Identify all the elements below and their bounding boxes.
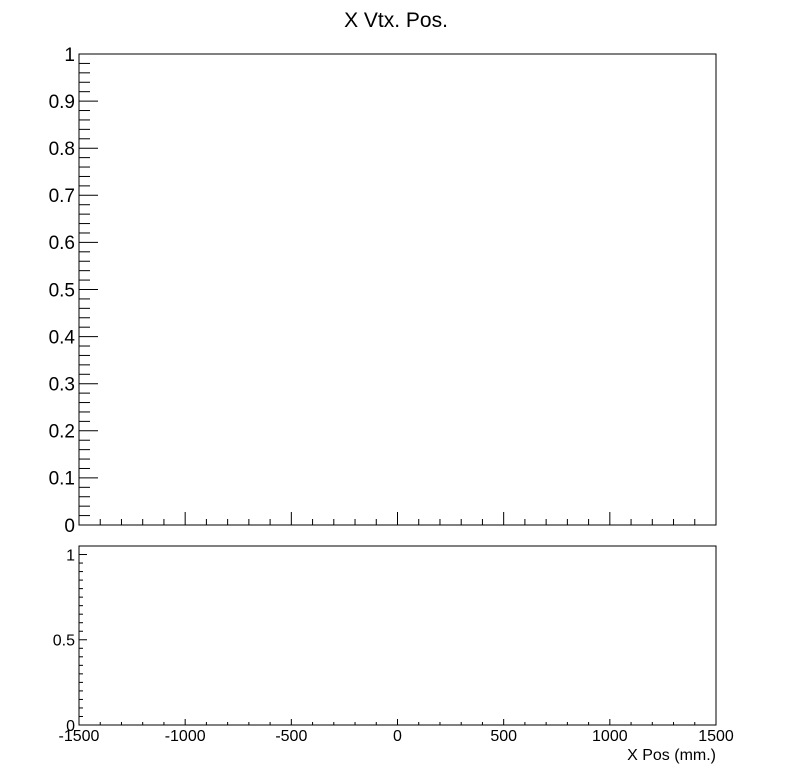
y-tick-label: 0.8 [49, 139, 75, 160]
x-tick-label: 0 [393, 728, 402, 745]
y-tick-label: 0.4 [49, 327, 76, 348]
y-tick-label: 0.7 [49, 186, 75, 207]
y-tick-label: 0.2 [49, 422, 75, 443]
y-tick-label: 0.5 [53, 633, 75, 650]
plot-frame [78, 53, 717, 526]
y-tick-label: 0.5 [49, 280, 75, 301]
y-tick-label: 0.3 [49, 375, 75, 396]
y-tick-label: 0 [66, 718, 75, 735]
chart-title: X Vtx. Pos. [344, 9, 448, 32]
x-tick-label: 500 [490, 728, 517, 745]
plot-frame [78, 545, 717, 726]
y-tick-label: 1 [66, 547, 75, 564]
x-axis-title: X Pos (mm.) [627, 747, 716, 764]
x-tick-label: 1500 [698, 728, 734, 745]
bottom-panel: 0 0.5 1 -1500 -1000 -500 0 500 1000 1500 [53, 545, 734, 745]
y-tick-label: 0 [64, 516, 75, 537]
top-panel: 0 0.1 0.2 0.3 0.4 0.5 0.6 0.7 0.8 0.9 1 [49, 45, 717, 537]
y-tick-label: 0.9 [49, 92, 75, 113]
y-tick-label: 0.1 [49, 469, 75, 490]
x-tick-label: -1000 [165, 728, 206, 745]
x-tick-label: -1500 [59, 728, 100, 745]
y-tick-label: 0.6 [49, 233, 75, 254]
x-tick-label: -500 [275, 728, 307, 745]
y-tick-label: 1 [64, 45, 75, 66]
x-tick-label: 1000 [592, 728, 628, 745]
